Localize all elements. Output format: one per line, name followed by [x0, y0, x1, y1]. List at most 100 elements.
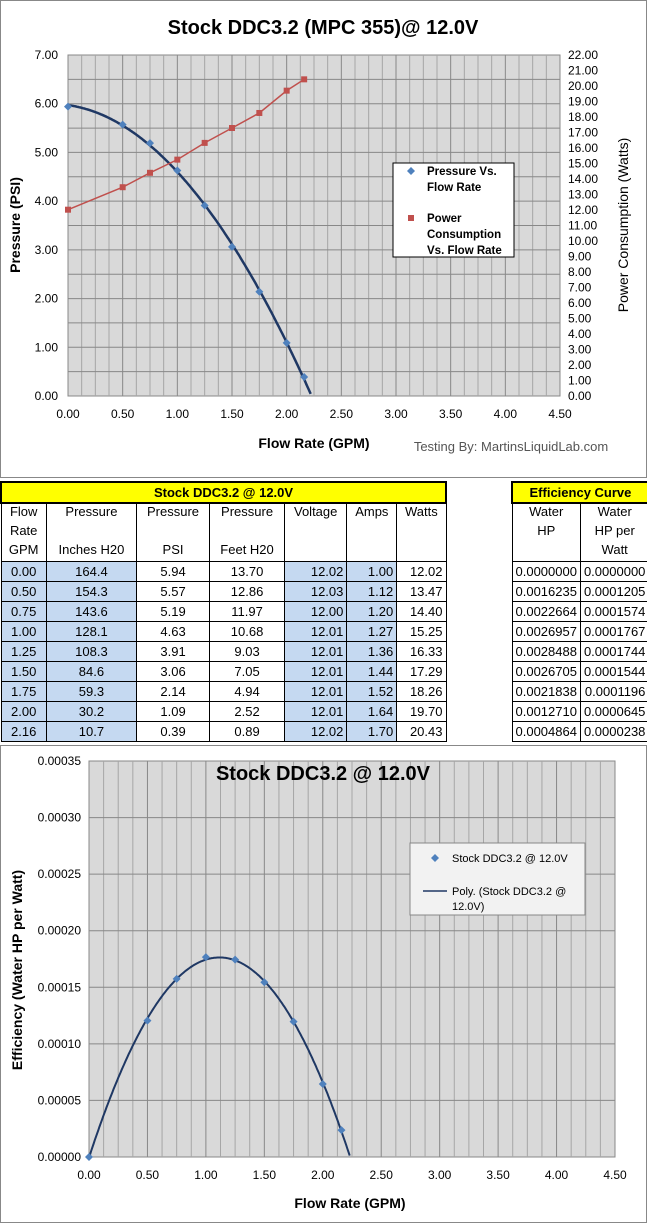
column-header: Flow — [0, 503, 47, 523]
pressure-power-chart: Stock DDC3.2 (MPC 355)@ 12.0V 0.00 0.50 1.0… — [0, 0, 647, 478]
x-tick-label: 4.00 — [545, 1168, 569, 1182]
table-cell: 0.0001544 — [579, 661, 647, 682]
table-cell: 0.0001767 — [579, 621, 647, 642]
pressure-point — [300, 373, 309, 382]
x-tick-label: 0.00 — [77, 1168, 101, 1182]
table-cell: 5.94 — [135, 561, 211, 582]
pressure-point — [282, 338, 291, 347]
table-cell: 0.0001574 — [579, 601, 647, 622]
table-row: 0.0028488 0.0001744 — [511, 641, 647, 662]
y-tick-label: 0.00005 — [38, 1093, 82, 1107]
table-cell: 1.44 — [346, 661, 398, 682]
x-tick-label: 0.00 — [56, 407, 80, 421]
table-row: 1.50 84.6 3.06 7.05 12.01 1.44 17.29 — [0, 661, 447, 682]
table-row: 0.0012710 0.0000645 — [511, 701, 647, 722]
legend-label: Pressure Vs. — [427, 166, 497, 178]
y-tick-label: 0.00020 — [38, 924, 82, 938]
power-point — [119, 184, 126, 191]
table-cell: 2.00 — [0, 701, 47, 722]
y2-tick-label: 17.00 — [568, 126, 598, 140]
column-header: Rate — [0, 523, 47, 542]
x-tick-label: 2.50 — [370, 1168, 394, 1182]
table-cell: 0.89 — [209, 721, 285, 742]
x-tick-label: 1.00 — [166, 407, 190, 421]
y-tick-label: 6.00 — [35, 97, 59, 111]
table-cell: 13.47 — [396, 581, 447, 602]
table-cell: 12.01 — [283, 701, 348, 722]
x-tick-label: 2.00 — [311, 1168, 335, 1182]
table-row: 0.50 154.3 5.57 12.86 12.03 1.12 13.47 — [0, 581, 447, 602]
y2-axis-title: Power Consumption (Watts) — [615, 138, 631, 313]
x-tick-label: 4.00 — [494, 407, 518, 421]
table-cell: 14.40 — [396, 601, 447, 622]
pressure-trendline — [67, 103, 312, 395]
pressure-point — [146, 139, 154, 148]
table-cell: 108.3 — [45, 641, 137, 662]
column-header: HP per — [579, 523, 647, 542]
table-row: 2.16 10.7 0.39 0.89 12.02 1.70 20.43 — [0, 721, 447, 742]
table-cell: 0.50 — [0, 581, 47, 602]
efficiency-point — [201, 953, 210, 962]
legend-label: Poly. (Stock DDC3.2 @ — [452, 886, 566, 898]
power-point — [283, 87, 290, 94]
table-cell: 0.0012710 — [511, 701, 581, 722]
efficiency-point — [85, 1153, 93, 1161]
table-cell: 12.01 — [283, 621, 348, 642]
y-tick-label: 1.00 — [35, 340, 59, 354]
power-point — [147, 169, 153, 176]
column-header: Inches H20 — [45, 542, 137, 562]
efficiency-point — [172, 974, 181, 983]
x-tick-label: 4.50 — [603, 1168, 627, 1182]
y2-tick-label: 7.00 — [568, 281, 592, 295]
table-row: 0.0021838 0.0001196 — [511, 681, 647, 702]
column-header: Pressure — [135, 503, 211, 523]
x-tick-label: 3.50 — [486, 1168, 510, 1182]
table-cell: 30.2 — [45, 701, 137, 722]
table-cell: 12.86 — [209, 581, 285, 602]
efficiency-point — [337, 1126, 346, 1135]
y2-tick-label: 4.00 — [568, 327, 592, 341]
table-row: 0.0004864 0.0000238 — [511, 721, 647, 742]
table-cell: 4.94 — [209, 681, 285, 702]
table-cell: 1.64 — [346, 701, 398, 722]
column-header: Pressure — [209, 503, 285, 523]
table-cell: 0.0022664 — [511, 601, 581, 622]
x-tick-label: 1.50 — [220, 407, 244, 421]
efficiency-point — [260, 978, 269, 987]
table-cell: 0.0000000 — [579, 561, 647, 582]
legend-label: Stock DDC3.2 @ 12.0V — [452, 853, 568, 865]
legend-label: Consumption — [427, 229, 501, 241]
y2-tick-label: 10.00 — [568, 234, 598, 248]
table-cell: 1.70 — [346, 721, 398, 742]
table-row: 0.0026957 0.0001767 — [511, 621, 647, 642]
efficiency-point — [289, 1017, 298, 1026]
table-cell: 10.68 — [209, 621, 285, 642]
legend-marker-power — [408, 215, 414, 221]
y2-tick-label: 9.00 — [568, 250, 592, 264]
pump-data-table: Stock DDC3.2 @ 12.0V Flow Pressure Pressure… — [0, 481, 447, 742]
x-tick-label: 1.00 — [194, 1168, 218, 1182]
y2-tick-label: 19.00 — [568, 95, 598, 109]
column-header: Pressure — [45, 503, 137, 523]
table-cell: 1.00 — [346, 561, 398, 582]
power-point — [301, 76, 308, 83]
table-cell: 5.19 — [135, 601, 211, 622]
table-cell: 1.00 — [0, 621, 47, 642]
table-cell: 1.36 — [346, 641, 398, 662]
y2-tick-label: 8.00 — [568, 265, 592, 279]
power-point — [174, 156, 181, 163]
table-cell: 0.0028488 — [511, 641, 581, 662]
efficiency-point — [143, 1016, 152, 1025]
table-cell: 154.3 — [45, 581, 137, 602]
table-cell: 12.02 — [283, 721, 348, 742]
chart-title: Stock DDC3.2 @ 12.0V — [216, 763, 431, 785]
table-cell: 18.26 — [396, 681, 447, 702]
efficiency-point — [318, 1080, 327, 1089]
table-cell: 12.00 — [283, 601, 348, 622]
table-row: 0.75 143.6 5.19 11.97 12.00 1.20 14.40 — [0, 601, 447, 622]
y-tick-label: 4.00 — [35, 194, 59, 208]
table-row: 1.25 108.3 3.91 9.03 12.01 1.36 16.33 — [0, 641, 447, 662]
y2-tick-label: 2.00 — [568, 358, 592, 372]
x-tick-label: 3.00 — [428, 1168, 452, 1182]
table-cell: 0.0000000 — [511, 561, 581, 582]
